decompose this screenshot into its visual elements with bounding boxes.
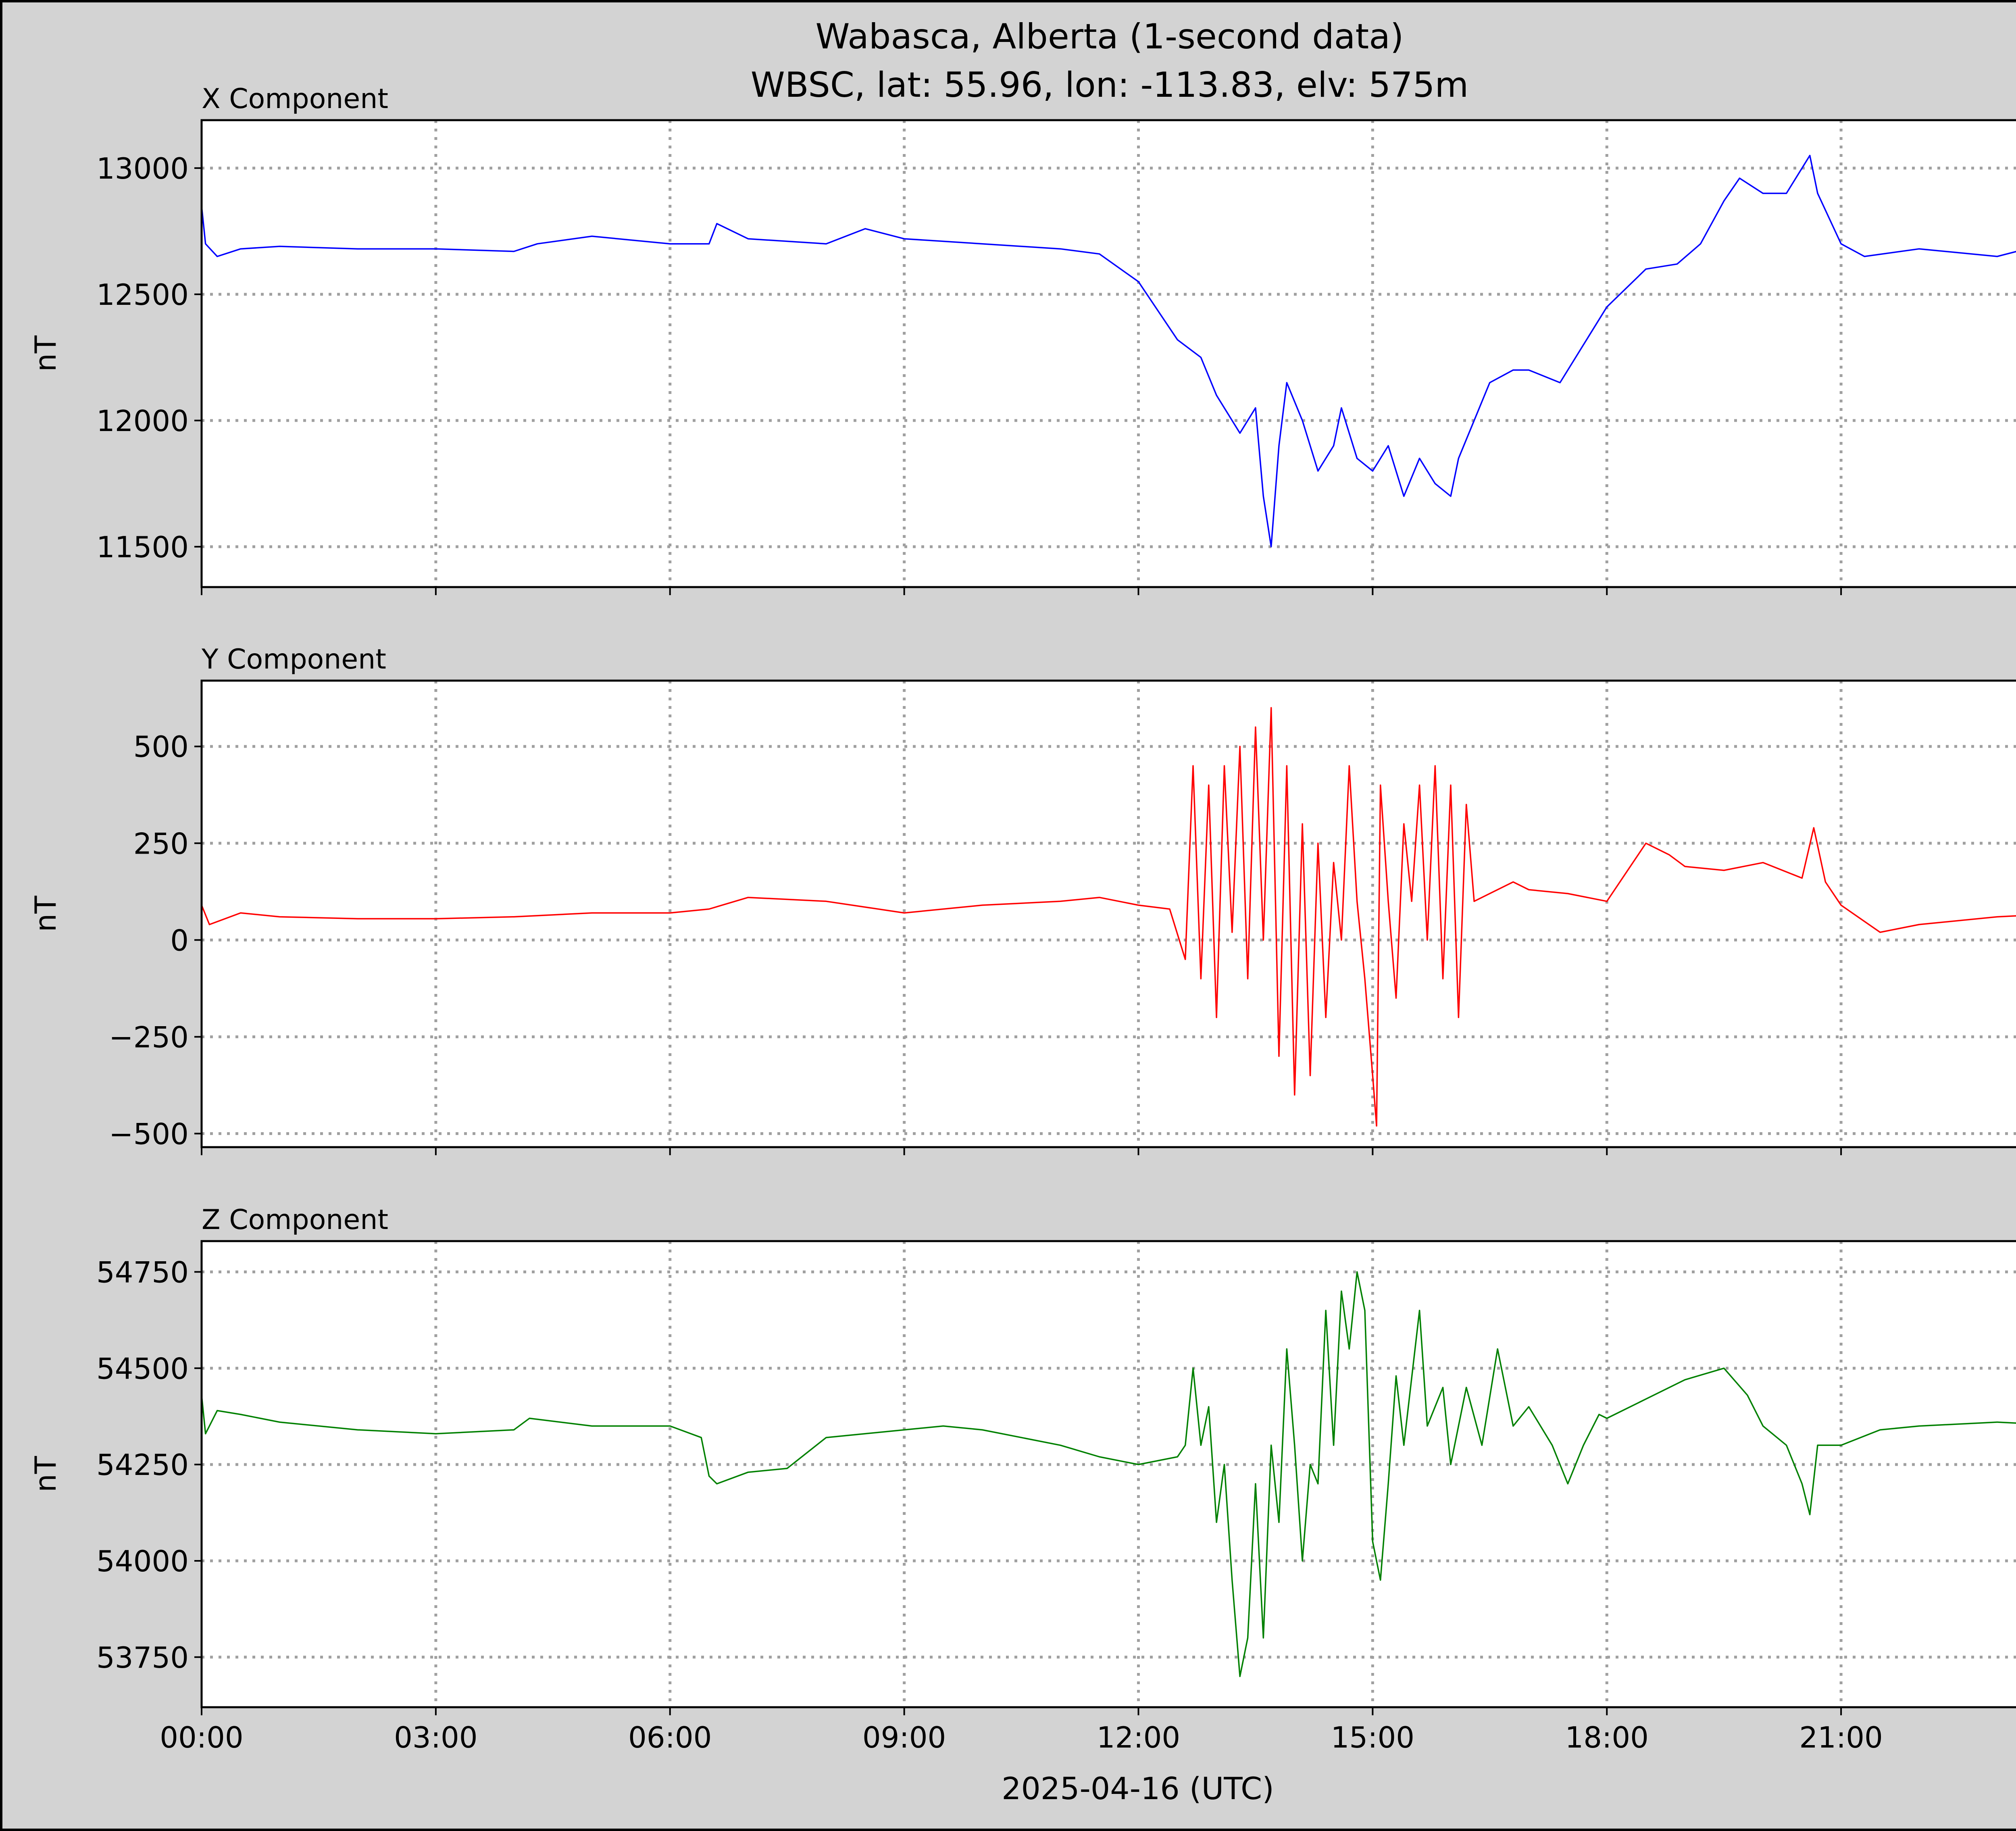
series-line	[201, 707, 2016, 1127]
y-axis-label: nT	[29, 1456, 62, 1492]
panel-title: X Component	[202, 83, 388, 115]
x-tick-label: 00:00	[160, 1721, 244, 1754]
y-tick-label: −500	[109, 1117, 189, 1151]
plot-frame	[200, 119, 2016, 588]
panel-1: 11500 12000 12500 13000 X Component nT	[29, 83, 2016, 595]
y-axis-label: nT	[29, 896, 62, 932]
x-axis-label: 2025-04-16 (UTC)	[1002, 1771, 1274, 1806]
y-tick-label: 54500	[96, 1352, 189, 1385]
plot-area	[202, 1241, 2016, 1707]
x-tick-label: 21:00	[1799, 1721, 1883, 1754]
panel-title: Z Component	[202, 1204, 388, 1236]
y-tick-label: 12500	[96, 278, 189, 312]
panel-2: −500 −250 0 250 500 Y Component nT	[29, 644, 2016, 1155]
figure-subtitle: WBSC, lat: 55.96, lon: -113.83, elv: 575…	[751, 65, 1469, 105]
figure-title: Wabasca, Alberta (1-second data)	[816, 17, 1404, 57]
panel-title: Y Component	[201, 644, 386, 675]
x-tick-label: 18:00	[1565, 1721, 1649, 1754]
panel-3: 53750 54000 54250 54500 54750 Z Component nT	[29, 1204, 2016, 1715]
plot-area	[202, 120, 2016, 587]
plot-area	[202, 681, 2016, 1147]
y-tick-label: 54000	[96, 1544, 189, 1578]
x-tick-label: 12:00	[1097, 1721, 1181, 1754]
y-tick-label: 250	[133, 827, 189, 860]
plot-frame	[200, 679, 2016, 1148]
y-tick-label: 13000	[96, 152, 189, 185]
panels: 11500 12000 12500 13000 X Component nT −500 −25…	[29, 83, 2016, 1754]
y-axis-label: nT	[29, 335, 62, 372]
y-tick-label: 500	[133, 730, 189, 764]
y-tick-label: −250	[109, 1020, 189, 1054]
x-tick-label: 09:00	[862, 1721, 946, 1754]
plot-frame	[200, 1240, 2016, 1708]
y-tick-label: 0	[170, 923, 189, 957]
y-tick-label: 54250	[96, 1448, 189, 1482]
y-tick-label: 11500	[96, 530, 189, 564]
y-tick-label: 54750	[96, 1255, 189, 1289]
y-tick-label: 12000	[96, 404, 189, 438]
x-tick-label: 03:00	[394, 1721, 478, 1754]
series-line	[201, 1271, 2016, 1677]
x-tick-label: 06:00	[628, 1721, 712, 1754]
x-tick-label: 15:00	[1331, 1721, 1415, 1754]
series-line	[201, 154, 2016, 548]
y-tick-label: 53750	[96, 1641, 189, 1675]
